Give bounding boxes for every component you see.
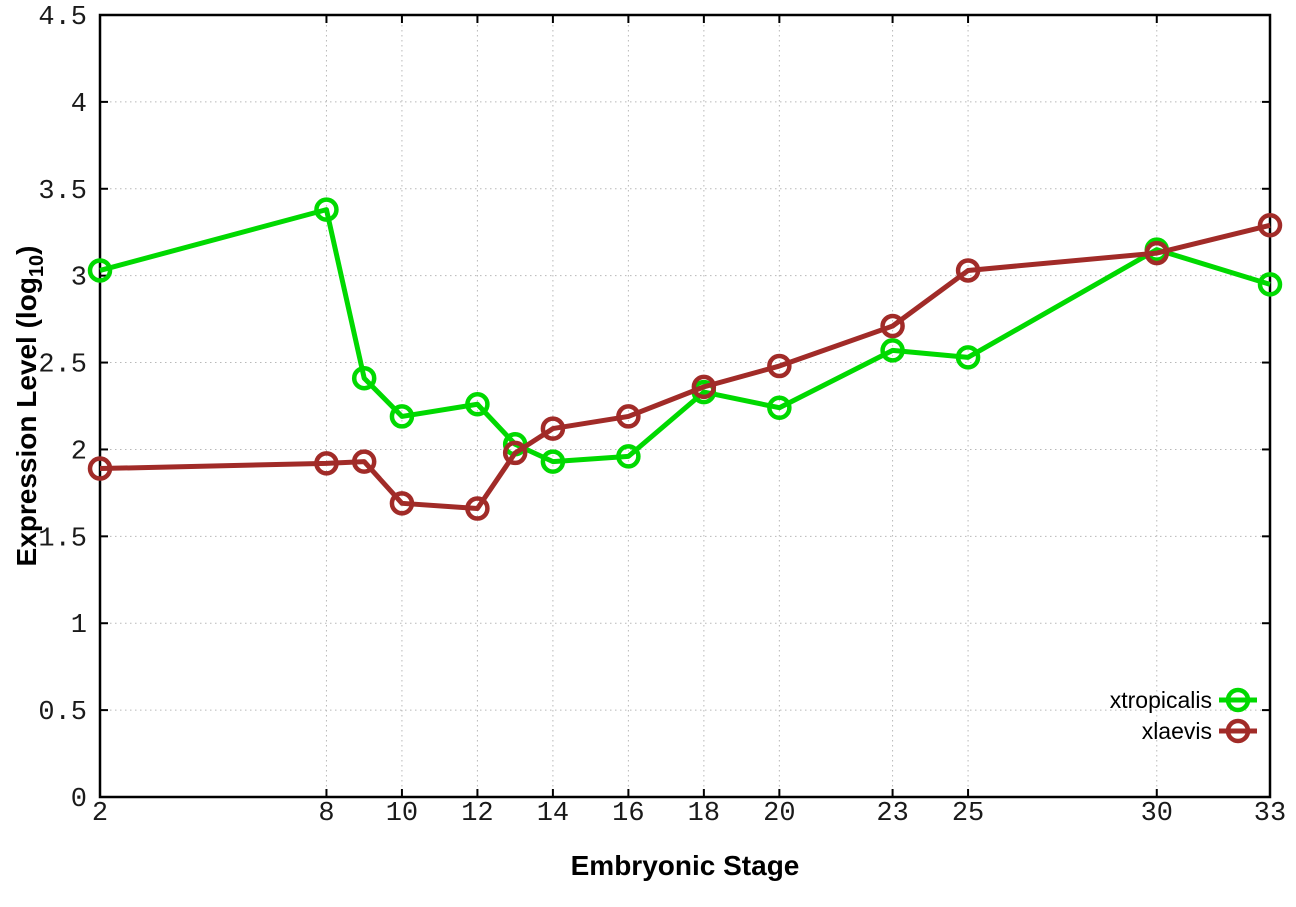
data-point-xtropicalis-stage10 — [389, 404, 415, 429]
y-tick-label: 4.5 — [38, 3, 87, 33]
x-tick-label: 33 — [1254, 799, 1286, 829]
data-point-xlaevis-stage14 — [540, 416, 566, 441]
data-point-xlaevis-stage20 — [767, 353, 792, 379]
x-tick-label: 14 — [537, 799, 569, 829]
legend-marker-xtropicalis — [1225, 687, 1251, 713]
x-tick-label: 25 — [952, 799, 984, 829]
data-point-xtropicalis-stage14 — [540, 449, 566, 474]
x-tick-label: 10 — [386, 799, 418, 829]
legend-label-xtropicalis: xtropicalis — [1110, 687, 1212, 713]
x-tick-label: 12 — [461, 799, 493, 829]
data-point-xlaevis-stage10 — [389, 491, 415, 516]
plot-border — [98, 13, 1272, 799]
data-point-xlaevis-stage25 — [955, 258, 981, 283]
x-tick-label: 2 — [92, 799, 108, 829]
data-point-xlaevis-stage12 — [465, 496, 490, 521]
data-point-xtropicalis-stage25 — [955, 345, 981, 370]
legend-marker-xlaevis — [1225, 718, 1251, 744]
y-axis-title-text: Expression Level (log — [11, 277, 43, 567]
data-point-xtropicalis-stage20 — [767, 395, 792, 420]
legend-label-xlaevis: xlaevis — [1142, 718, 1212, 744]
y-axis-title-subscript: 10 — [25, 254, 48, 278]
x-tick-label: 18 — [688, 799, 720, 829]
data-point-xlaevis-stage16 — [616, 404, 641, 429]
x-tick-label: 23 — [876, 799, 908, 829]
data-point-xlaevis-stage33 — [1257, 213, 1283, 238]
y-tick-label: 3.5 — [38, 177, 87, 207]
y-tick-label: 2.5 — [38, 351, 87, 381]
series-line-xtropicalis — [99, 207, 1271, 465]
data-point-xlaevis-stage2 — [87, 456, 113, 481]
data-point-xtropicalis-stage8 — [314, 197, 339, 222]
data-point-xlaevis-stage8 — [314, 451, 339, 476]
y-axis-title-close: ) — [11, 245, 43, 255]
y-tick-label: 0 — [71, 785, 87, 815]
y-axis-title: Expression Level (log10) — [11, 246, 49, 567]
data-point-xlaevis-stage9 — [351, 449, 377, 474]
data-point-xtropicalis-stage2 — [87, 258, 113, 283]
y-tick-label: 4 — [71, 90, 87, 120]
y-tick-label: 2 — [71, 437, 87, 467]
data-point-xtropicalis-stage23 — [880, 338, 905, 363]
data-point-xlaevis-stage23 — [880, 313, 905, 339]
y-tick-label: 0.5 — [38, 698, 87, 728]
x-tick-label: 30 — [1141, 799, 1173, 829]
x-tick-label: 16 — [612, 799, 644, 829]
y-tick-label: 3 — [71, 264, 87, 294]
data-point-xtropicalis-stage33 — [1257, 272, 1283, 297]
series-line-xlaevis — [99, 222, 1271, 512]
data-point-xtropicalis-stage9 — [351, 365, 377, 391]
y-tick-label: 1.5 — [38, 524, 87, 554]
data-point-xlaevis-stage18 — [691, 374, 717, 400]
data-point-xlaevis-stage13 — [502, 440, 528, 466]
y-tick-label: 1 — [71, 611, 87, 641]
data-point-xtropicalis-stage12 — [465, 392, 490, 417]
x-tick-label: 20 — [763, 799, 795, 829]
data-point-xlaevis-stage30 — [1144, 240, 1170, 266]
data-point-xtropicalis-stage16 — [616, 444, 641, 469]
x-axis-title: Embryonic Stage — [570, 850, 800, 881]
x-tick-label: 8 — [318, 799, 334, 829]
